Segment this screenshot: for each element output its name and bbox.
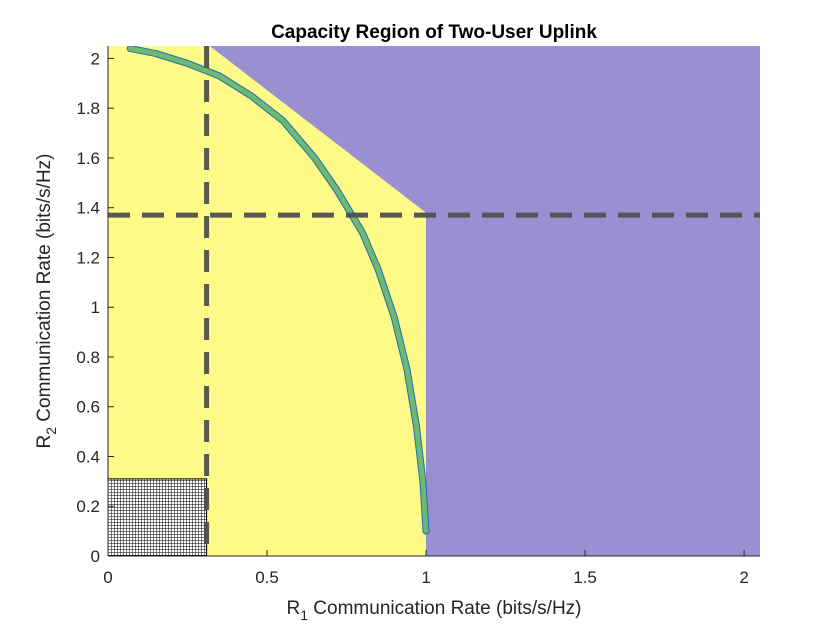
y-tick-label: 1.4 <box>76 199 100 218</box>
x-axis-label: R1 Communication Rate (bits/s/Hz) <box>287 598 582 623</box>
y-tick-label: 0.4 <box>76 447 100 466</box>
x-axis-label-subscript: 1 <box>300 607 308 623</box>
y-tick-label: 0 <box>91 547 100 566</box>
x-axis-label-base: R <box>287 598 301 619</box>
x-axis-label-text: Communication Rate (bits/s/Hz) <box>308 598 581 619</box>
y-tick-label: 0.6 <box>76 398 100 417</box>
y-tick-label: 0.2 <box>76 497 100 516</box>
y-axis-label: R2 Communication Rate (bits/s/Hz) <box>34 154 59 449</box>
y-tick-label: 1.2 <box>76 248 100 267</box>
x-tick-label: 0 <box>103 568 112 587</box>
y-tick-label: 1.8 <box>76 99 100 118</box>
x-tick-label: 1.5 <box>573 568 597 587</box>
x-tick-label: 1 <box>421 568 430 587</box>
plot-area <box>108 46 760 556</box>
x-tick-label: 0.5 <box>255 568 279 587</box>
y-axis-label-text: Communication Rate (bits/s/Hz) <box>34 154 55 427</box>
y-tick-label: 2 <box>91 49 100 68</box>
x-tick-label: 2 <box>739 568 748 587</box>
y-tick-label: 1.6 <box>76 149 100 168</box>
y-axis-label-base: R <box>34 435 55 449</box>
y-tick-label: 0.8 <box>76 348 100 367</box>
chart-title: Capacity Region of Two-User Uplink <box>271 22 597 43</box>
region-hatched-box <box>108 479 207 556</box>
y-axis-label-subscript: 2 <box>43 427 59 435</box>
y-tick-label: 1 <box>91 298 100 317</box>
